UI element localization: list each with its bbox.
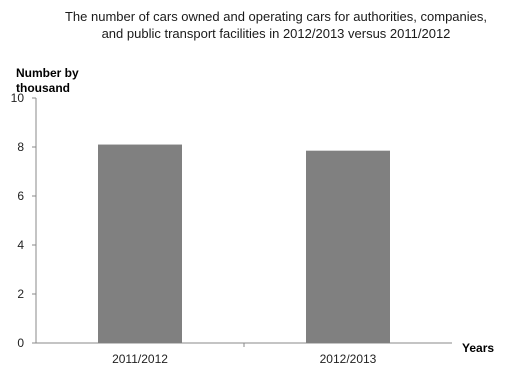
bar-2012/2013 [306, 150, 390, 343]
x-axis-label: Years [462, 341, 494, 355]
x-tick-label-0: 2011/2012 [112, 352, 168, 366]
y-tick-label-5: 10 [11, 91, 25, 105]
y-tick-label-0: 0 [17, 336, 24, 350]
labels: 0 2 4 6 8 10 2011/2012 2012/2013 [11, 91, 377, 366]
chart-title: The number of cars owned and operating c… [64, 9, 487, 41]
y-tick-label-3: 6 [17, 189, 24, 203]
bar-2011/2012 [98, 144, 182, 343]
x-tick-label-1: 2012/2013 [320, 352, 377, 366]
y-tick-label-1: 2 [17, 287, 24, 301]
bars [98, 144, 390, 343]
y-axis-label: Number by thousand [16, 66, 79, 95]
y-tick-label-2: 4 [17, 238, 24, 252]
y-tick-label-4: 8 [17, 140, 24, 154]
